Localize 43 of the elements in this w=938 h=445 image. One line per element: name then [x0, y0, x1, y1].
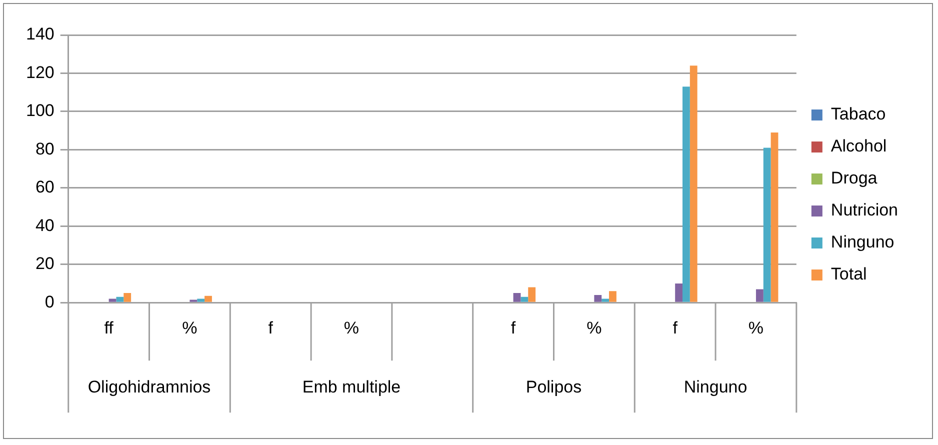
bar — [204, 296, 212, 302]
bar — [770, 132, 778, 302]
legend-label: Alcohol — [830, 136, 887, 156]
legend-label: Droga — [830, 168, 878, 188]
text: Emb multiple — [302, 377, 401, 396]
bar — [116, 296, 124, 302]
x-tick-label: f — [510, 318, 516, 338]
bar — [108, 298, 116, 302]
x-tick-label: f — [672, 318, 678, 338]
x-tick-label: % — [586, 318, 602, 338]
bar — [513, 293, 521, 302]
bar — [609, 291, 616, 302]
x-tick-label: f — [268, 318, 274, 338]
text: Oligohidramnios — [88, 377, 211, 396]
bar — [197, 298, 205, 302]
y-tick-label: 80 — [35, 139, 54, 158]
legend-label: Nutricion — [830, 200, 898, 220]
x-tick-label: % — [344, 318, 360, 338]
bar — [763, 148, 771, 302]
bar — [528, 287, 536, 302]
bar — [675, 283, 682, 302]
bar — [520, 296, 528, 302]
y-tick-label: 100 — [26, 101, 54, 120]
bar — [602, 298, 610, 302]
x-tick-label: ff — [104, 318, 114, 338]
text: Polipos — [526, 377, 582, 396]
text: Ninguno — [684, 377, 748, 396]
y-tick-label: 40 — [35, 216, 54, 235]
bar — [682, 86, 690, 302]
y-tick-label: 60 — [35, 178, 54, 197]
x-tick-label: % — [182, 318, 198, 338]
y-tick-label: 140 — [26, 24, 54, 44]
legend-label: Tabaco — [830, 104, 886, 124]
legend-label: Ninguno — [830, 232, 894, 252]
bar — [756, 289, 764, 302]
bar — [690, 66, 698, 302]
x-tick-label: % — [748, 318, 764, 338]
y-tick-label: 0 — [44, 292, 54, 312]
legend-label: Total — [830, 264, 867, 284]
y-tick-label: 20 — [35, 254, 54, 274]
y-tick-label: 120 — [26, 62, 54, 82]
bar — [124, 293, 132, 302]
bar — [594, 294, 602, 302]
